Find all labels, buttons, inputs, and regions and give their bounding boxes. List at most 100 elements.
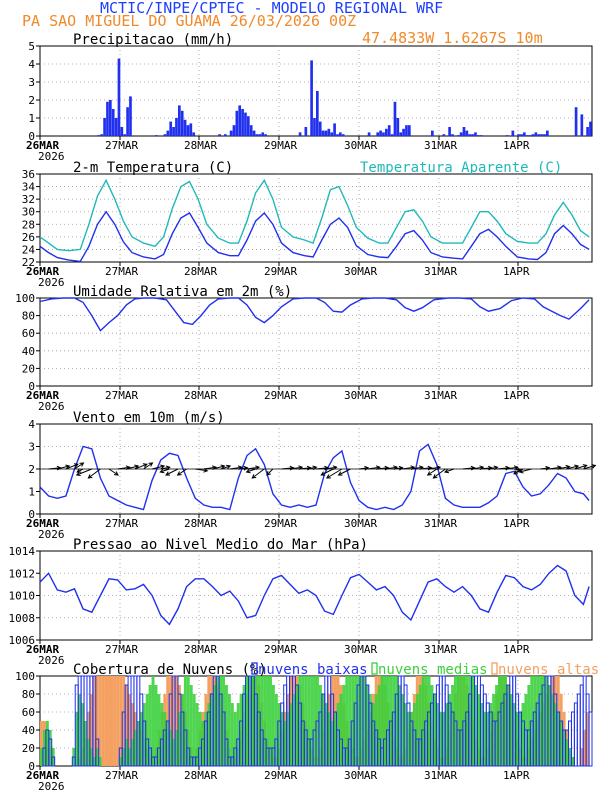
humidity-ytick-label-4: 80 <box>22 310 35 323</box>
temperature-xtick-label-3: 29MAR <box>264 265 297 278</box>
wind-arrowhead-46 <box>432 474 438 479</box>
cloud-nuvens-medias-bar-113 <box>371 703 375 766</box>
cloud-nuvens-medias-bar-34 <box>139 712 143 766</box>
wind-xtick-label-2: 28MAR <box>184 517 217 530</box>
cloud-nuvens-medias-bar-121 <box>395 676 399 766</box>
pressure-ytick-label-0: 1006 <box>9 634 36 647</box>
cloud-nuvens-medias-bar-43 <box>166 721 170 766</box>
precip-bar-23 <box>192 132 196 136</box>
precip-xtick-label-6: 1APR <box>503 139 530 152</box>
precip-bar-57 <box>385 128 388 136</box>
wind-arrow-18 <box>203 466 216 470</box>
wind-arrowhead-2 <box>73 463 79 468</box>
cloud-nuvens-medias-bar-20 <box>98 757 102 766</box>
cloud-nuvens-medias-bar-148 <box>474 685 478 766</box>
humidity-ytick-label-0: 0 <box>28 380 35 393</box>
precip-bar-18 <box>178 105 181 136</box>
clouds-xtick-label-6: 1APR <box>503 769 530 782</box>
humidity-xtick-label-2: 28MAR <box>184 389 217 402</box>
wind-arrow-15 <box>165 468 179 476</box>
precip-bar-8 <box>120 127 124 136</box>
temperature-ytick-label-1: 24 <box>22 243 36 256</box>
cloud-nuvens-medias-bar-105 <box>348 676 352 766</box>
cloud-nuvens-medias-bar-102 <box>339 694 343 766</box>
wind-xtick-label-6: 1APR <box>503 517 530 530</box>
wind-xtick-year: 2026 <box>38 528 65 541</box>
clouds-xtick-label-5: 31MAR <box>424 769 457 782</box>
wind-arrow-53 <box>505 466 518 470</box>
cloud-nuvens-medias-bar-133 <box>430 685 434 766</box>
wind-arrow-33 <box>321 468 334 476</box>
cloud-nuvens-medias-bar-125 <box>407 712 410 766</box>
humidity-xtick-label-5: 31MAR <box>424 389 457 402</box>
cloud-nuvens-medias-bar-70 <box>245 676 249 766</box>
wind-arrow-57 <box>540 467 550 470</box>
cloud-nuvens-altas-bar-20 <box>98 676 102 766</box>
cloud-nuvens-medias-bar-74 <box>257 676 261 766</box>
wind-arrow-38 <box>376 467 389 470</box>
cloud-nuvens-medias-bar-109 <box>360 676 363 766</box>
precip-xtick-label-2: 28MAR <box>184 139 217 152</box>
cloud-legend-label-0: nuvens baixas <box>258 662 368 678</box>
wind-arrowhead-56 <box>518 468 524 474</box>
precip-bar-65 <box>408 125 411 136</box>
humidity-xtick-label-3: 29MAR <box>264 389 297 402</box>
wind-arrow-52 <box>497 467 510 470</box>
cloud-nuvens-medias-bar-171 <box>542 676 546 766</box>
wind-arrowhead-13 <box>165 465 171 471</box>
cloud-nuvens-medias-bar-179 <box>565 739 569 766</box>
cloud-nuvens-altas-bar-17 <box>89 694 93 766</box>
pressure-xtick-label-2: 28MAR <box>184 643 217 656</box>
precip-bar-14 <box>166 130 170 136</box>
cloud-nuvens-medias-bar-180 <box>568 748 572 766</box>
cloud-nuvens-medias-bar-33 <box>136 721 140 766</box>
pressure-ytick-label-2: 1010 <box>9 590 36 603</box>
cloud-nuvens-medias-bar-68 <box>239 694 243 766</box>
temperature-ytick-label-2: 26 <box>22 231 35 244</box>
cloud-nuvens-medias-bar-63 <box>224 685 228 766</box>
cloud-nuvens-medias-bar-79 <box>271 685 275 766</box>
precip-bar-32 <box>247 116 250 136</box>
wind-line-0 <box>39 443 590 511</box>
wind-arrowhead-15 <box>165 471 171 476</box>
cloud-nuvens-medias-bar-160 <box>509 694 513 766</box>
precip-bar-77 <box>477 135 480 136</box>
cloud-nuvens-medias-bar-112 <box>368 694 372 766</box>
wind-arrow-13 <box>160 466 170 470</box>
pressure-xtick-year: 2026 <box>38 654 65 667</box>
precip-bar-68 <box>448 127 451 136</box>
cloud-nuvens-medias-bar-65 <box>230 703 234 766</box>
cloud-nuvens-altas-bar-184 <box>580 748 584 766</box>
precip-bar-12 <box>155 135 158 136</box>
wind-arrow-35 <box>338 468 351 476</box>
precip-bar-29 <box>238 105 242 136</box>
cloud-nuvens-medias-bar-47 <box>178 712 181 766</box>
cloud-legend-label-2: nuvens altas <box>498 662 599 678</box>
clouds-ytick-label-2: 40 <box>22 724 35 737</box>
wind-arrowhead-44 <box>436 465 442 471</box>
wind-arrowhead-16 <box>176 471 182 476</box>
precip-bar-87 <box>534 132 538 136</box>
wind-arrow-5 <box>76 468 92 476</box>
wind-arrowhead-50 <box>487 465 493 471</box>
wind-ytick-label-0: 0 <box>28 508 35 521</box>
cloud-nuvens-medias-bar-44 <box>169 730 173 766</box>
cloud-nuvens-baixas-bar-18 <box>92 675 97 767</box>
cloud-nuvens-medias-bar-149 <box>477 694 481 766</box>
wind-arrowhead-60 <box>574 464 580 470</box>
cloud-nuvens-medias-bar-150 <box>480 703 484 766</box>
cloud-nuvens-medias-bar-80 <box>274 694 278 766</box>
wind-arrow-47 <box>444 468 455 473</box>
temperature-ytick-label-4: 30 <box>22 206 35 219</box>
cloud-nuvens-medias-bar-85 <box>289 703 293 766</box>
cloud-nuvens-medias-bar-98 <box>327 712 331 766</box>
chart-main-title: MCTIC/INPE/CPTEC - MODELO REGIONAL WRF <box>100 0 444 17</box>
precip-xtick-year: 2026 <box>38 150 65 163</box>
temperature-xtick-label-4: 30MAR <box>344 265 377 278</box>
humidity-title: Umidade Relativa em 2m (%) <box>73 284 292 300</box>
wind-arrowhead-22 <box>243 465 249 471</box>
cloud-nuvens-altas-bar-44 <box>169 676 173 766</box>
wind-arrowhead-30 <box>312 465 318 471</box>
cloud-nuvens-medias-bar-173 <box>547 685 551 766</box>
